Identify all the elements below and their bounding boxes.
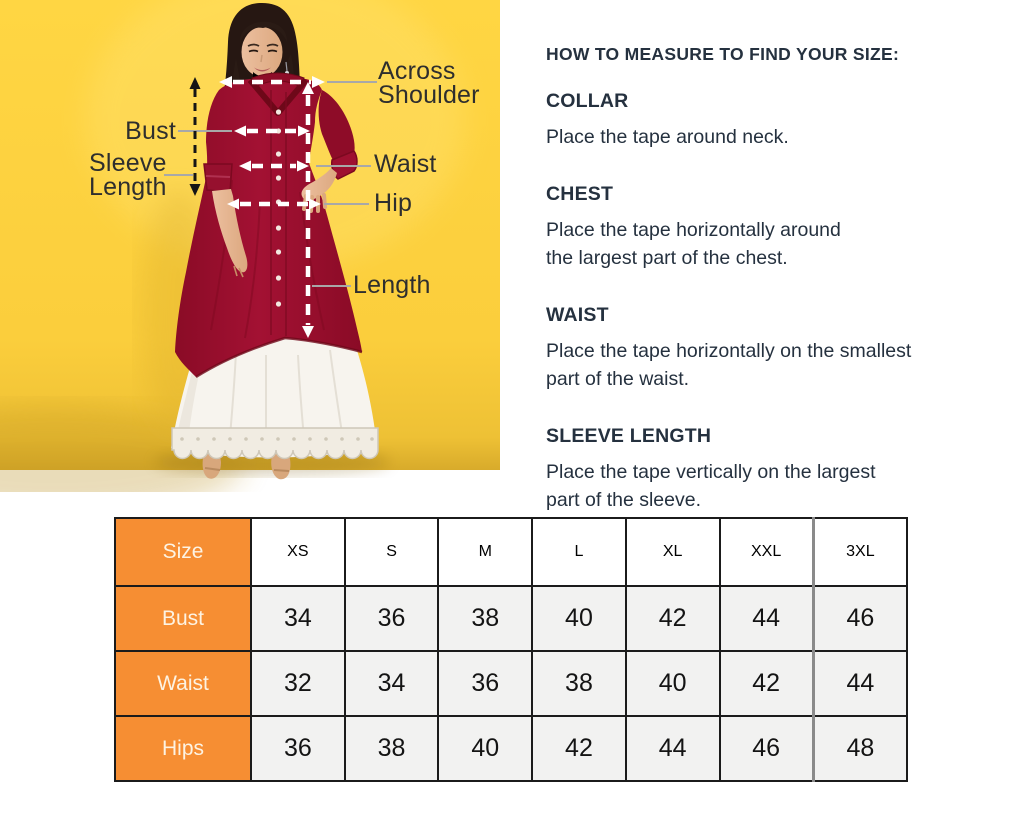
section-line: Place the tape around neck. [546,126,789,148]
label-sleeve-line1: Sleeve [89,149,167,177]
column-header-s: S [343,517,440,587]
guide-section-chest: CHEST Place the tape horizontally around… [546,183,986,272]
section-line: part of the waist. [546,368,690,390]
face [241,27,283,77]
label-length: Length [353,271,431,299]
column-header-3xl: 3XL [811,517,908,587]
table-header-row: Size XS S M L XL XXL 3XL [114,517,908,587]
section-heading: CHEST [546,183,614,205]
sleeve-length-arrow [189,77,201,196]
section-heading: COLLAR [546,90,629,112]
cell-hips-s: 38 [343,715,440,782]
cell-waist-3xl: 44 [811,650,908,717]
cell-bust-m: 38 [437,585,534,652]
label-across-shoulder: Across Shoulder [378,57,480,109]
left-cuff [203,163,233,193]
label-across-line2: Shoulder [378,81,480,109]
guide-section-sleeve-length: SLEEVE LENGTH Place the tape vertically … [546,425,986,514]
cell-hips-xl: 44 [624,715,721,782]
section-line: Place the tape horizontally on the small… [546,340,912,362]
column-header-l: L [531,517,627,587]
cell-waist-m: 36 [437,650,534,717]
guide-section-collar: COLLAR Place the tape around neck. [546,90,986,151]
size-chart-table: Size XS S M L XL XXL 3XL Bust 34 36 38 4… [114,517,908,782]
table-row-bust: Bust 34 36 38 40 42 44 46 [114,585,908,652]
section-line: Place the tape horizontally around [546,219,841,241]
row-header-waist: Waist [114,650,252,717]
label-bust: Bust [125,117,176,145]
right-sleeve [318,90,355,168]
left-arm [212,189,248,278]
kurta-dress [175,72,363,379]
row-header-size: Size [114,517,252,587]
table-row-hips: Hips 36 38 40 42 44 46 48 [114,715,908,782]
cell-hips-m: 40 [437,715,534,782]
label-sleeve-length: Sleeve Length [89,149,167,201]
section-heading: WAIST [546,304,609,326]
cell-waist-xs: 32 [250,650,346,717]
table-row-waist: Waist 32 34 36 38 40 42 44 [114,650,908,717]
lace-hem [171,427,379,460]
column-header-m: M [437,517,534,587]
cell-bust-xxl: 44 [718,585,815,652]
label-hip: Hip [374,189,413,217]
section-heading: SLEEVE LENGTH [546,425,712,447]
column-header-xl: XL [624,517,721,587]
section-line: Place the tape vertically on the largest [546,461,876,483]
label-waist: Waist [374,150,437,178]
cell-hips-3xl: 48 [811,715,908,782]
label-sleeve-line2: Length [89,173,167,201]
cell-bust-xl: 42 [624,585,721,652]
cell-hips-xs: 36 [250,715,346,782]
cell-hips-xxl: 46 [718,715,815,782]
label-across-line1: Across [378,57,456,85]
model-illustration [0,0,500,492]
guide-section-waist: WAIST Place the tape horizontally on the… [546,304,986,393]
row-header-hips: Hips [114,715,252,782]
cell-waist-s: 34 [343,650,440,717]
column-header-xs: XS [250,517,346,587]
model-figure [154,3,390,480]
measurement-arrows [164,76,377,338]
cell-bust-3xl: 46 [811,585,908,652]
measure-guide: HOW TO MEASURE TO FIND YOUR SIZE: COLLAR… [546,44,986,546]
guide-title: HOW TO MEASURE TO FIND YOUR SIZE: [546,44,900,64]
cell-waist-xl: 40 [624,650,721,717]
row-header-bust: Bust [114,585,252,652]
cell-waist-xxl: 42 [718,650,815,717]
cell-bust-l: 40 [531,585,627,652]
cell-bust-s: 36 [343,585,440,652]
cell-bust-xs: 34 [250,585,346,652]
leader-lines [164,81,377,287]
section-line: part of the sleeve. [546,489,702,511]
cell-hips-l: 42 [531,715,627,782]
section-line: the largest part of the chest. [546,247,788,269]
measurement-diagram-panel: Across Shoulder Bust Sleeve Length Waist… [0,0,500,492]
white-arrowheads [219,76,325,338]
cell-waist-l: 38 [531,650,627,717]
column-header-xxl: XXL [718,517,815,587]
